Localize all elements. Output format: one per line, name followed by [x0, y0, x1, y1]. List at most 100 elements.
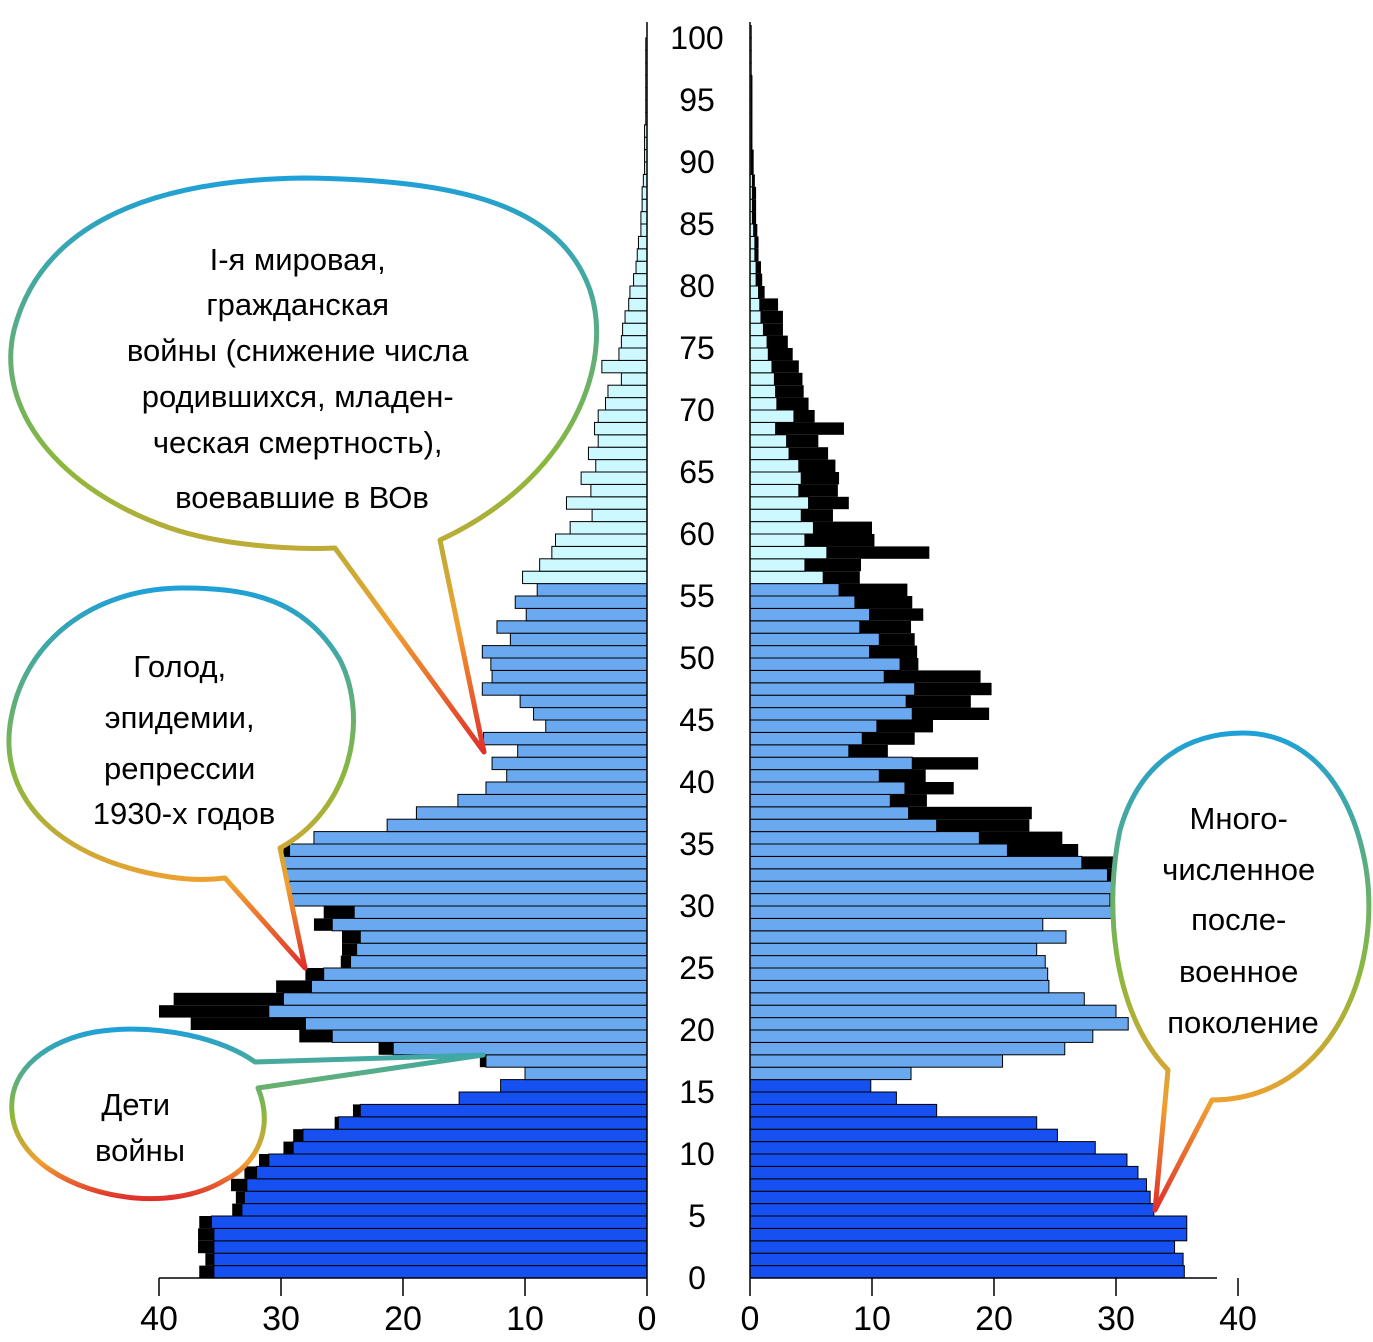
bar-right-deficit-age-45: [912, 707, 990, 720]
bar-left-age-48: [491, 669, 648, 684]
bar-left-deficit-age-2: [198, 1240, 214, 1254]
bar-right-age-64: [749, 471, 802, 485]
bar-right-age-65: [749, 459, 800, 473]
bar-right-age-8: [749, 1165, 1139, 1180]
bar-left-age-76: [622, 322, 648, 337]
bar-right-age-13: [749, 1103, 938, 1118]
bar-right-age-19: [749, 1029, 1094, 1043]
bar-right-age-62: [749, 496, 810, 510]
bar-right-age-23: [749, 979, 1050, 994]
bar-right-age-39: [749, 781, 906, 795]
bar-left-deficit-age-17: [479, 1054, 486, 1068]
bar-left-age-11: [302, 1128, 648, 1143]
bar-left-deficit-age-12: [334, 1116, 339, 1130]
bar-right-age-16: [749, 1066, 912, 1081]
bar-right-age-3: [749, 1227, 1188, 1242]
bar-right-age-76: [749, 322, 764, 337]
bar-left-age-63: [590, 483, 648, 498]
bar-right-deficit-age-79: [758, 286, 765, 299]
bar-right-age-34: [749, 843, 1008, 857]
age-tick-label-40: 40: [679, 764, 715, 800]
bar-right-deficit-age-41: [912, 757, 979, 770]
bar-left-age-78: [628, 297, 648, 312]
bar-right-age-14: [749, 1091, 897, 1105]
bubble-ww1-line-2: гражданская: [206, 287, 389, 322]
bar-right-deficit-age-50: [869, 645, 918, 658]
bar-left-age-36: [386, 818, 648, 833]
bar-right-age-40: [749, 769, 880, 783]
bar-left-deficit-age-7: [230, 1178, 247, 1192]
bar-right-deficit-age-86: [752, 199, 757, 212]
bar-left-deficit-age-21: [159, 1005, 269, 1018]
svg-text:Дети войны: Дети войны: [95, 1087, 185, 1168]
bar-left-age-71: [607, 384, 648, 399]
bar-right-deficit-age-96: [751, 75, 753, 88]
bar-right-age-22: [749, 992, 1085, 1006]
bar-right-age-74: [749, 347, 769, 361]
bar-right-deficit-age-40: [879, 769, 926, 782]
bubble-postwar-line-3: после-: [1191, 902, 1286, 937]
bar-right-age-49: [749, 657, 901, 671]
bubble-famine-line-2: эпидемии,: [105, 700, 255, 735]
bar-right-deficit-age-66: [789, 447, 829, 460]
bar-right-age-70: [749, 397, 778, 411]
bar-right-deficit-age-37: [908, 806, 1032, 820]
bar-right-age-32: [749, 868, 1108, 882]
x-tick-label-right-10: 10: [853, 1300, 891, 1338]
bar-right-deficit-age-65: [798, 459, 836, 472]
bar-right-age-9: [749, 1153, 1128, 1167]
bar-left-deficit-age-1: [205, 1253, 214, 1266]
bar-left-age-73: [601, 359, 648, 374]
bubble-ww1-line-3: войны (снижение числа: [127, 333, 469, 368]
bar-right-deficit-age-61: [801, 509, 833, 522]
x-tick-label-left-0: 0: [638, 1300, 657, 1338]
bar-left-age-83: [637, 235, 648, 250]
age-tick-label-65: 65: [679, 454, 715, 490]
bar-right-age-11: [749, 1128, 1058, 1143]
bar-left-deficit-age-6: [235, 1191, 245, 1204]
bar-right-age-35: [749, 831, 980, 845]
bar-right-deficit-age-49: [900, 658, 919, 671]
age-tick-label-30: 30: [679, 888, 715, 924]
bar-left-age-56: [522, 570, 648, 585]
bar-right-age-7: [749, 1178, 1147, 1192]
bar-left-deficit-age-23: [276, 980, 312, 993]
bar-left-age-26: [356, 942, 648, 957]
bar-right-deficit-age-52: [859, 620, 912, 634]
bar-right-deficit-age-71: [775, 385, 804, 398]
bar-right-age-43: [749, 731, 863, 746]
bar-left-age-61: [591, 508, 648, 523]
bar-right-deficit-age-63: [798, 484, 838, 497]
bar-left-deficit-age-19: [299, 1030, 333, 1043]
bar-left-age-46: [519, 694, 648, 709]
bar-right-age-63: [749, 483, 800, 498]
bar-right-age-41: [749, 756, 913, 771]
bubble-postwar-line-5: поколение: [1167, 1005, 1319, 1040]
bar-left-age-31: [289, 880, 648, 895]
bar-right-deficit-age-42: [848, 744, 888, 758]
age-tick-label-0: 0: [688, 1260, 706, 1296]
bubble-postwar-line-4: военное: [1179, 954, 1298, 989]
age-tick-label-35: 35: [679, 826, 715, 862]
bar-right-age-50: [749, 645, 871, 659]
bar-right-deficit-age-36: [936, 819, 1030, 832]
bar-left-age-53: [525, 607, 648, 622]
bar-right-age-60: [749, 521, 814, 535]
bubble-famine-line-1: Голод,: [133, 649, 226, 684]
bar-right-age-28: [749, 917, 1044, 932]
bar-left-age-4: [210, 1215, 648, 1229]
age-tick-label-5: 5: [688, 1198, 706, 1234]
bar-right-age-46: [749, 694, 907, 709]
bar-left-age-84: [640, 223, 648, 237]
bar-left-deficit-age-22: [173, 992, 284, 1006]
bar-right-age-54: [749, 595, 856, 609]
bar-left-age-39: [485, 781, 648, 795]
bar-left-age-57: [539, 558, 648, 572]
svg-text:Много- численное п: Много- численное после- военное поколени…: [1162, 801, 1324, 1040]
age-tick-label-15: 15: [679, 1074, 715, 1110]
bar-left-age-81: [635, 260, 648, 275]
bar-left-age-8: [256, 1165, 648, 1180]
bar-left-age-1: [213, 1252, 648, 1267]
bar-right-deficit-age-92: [751, 124, 753, 138]
bar-right-age-48: [749, 669, 885, 684]
